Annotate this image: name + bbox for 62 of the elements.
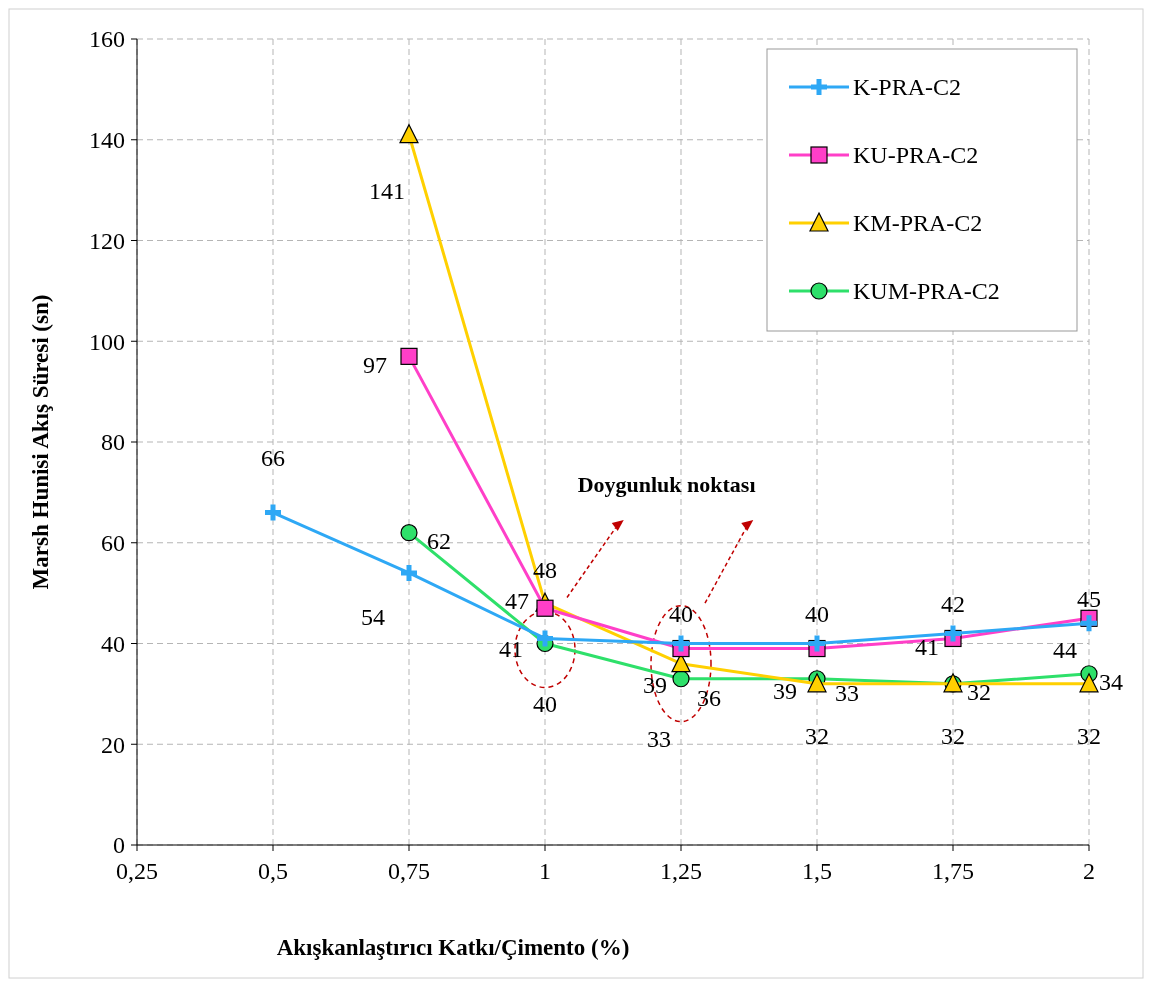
x-axis-title: Akışkanlaştırıcı Katkı/Çimento (%) (276, 935, 630, 960)
y-tick-label: 140 (89, 127, 125, 154)
point (942, 622, 964, 644)
x-tick-label: 1 (539, 858, 551, 884)
data-label: 44 (1053, 636, 1077, 663)
data-label: 54 (361, 604, 385, 631)
data-label: 36 (697, 685, 721, 712)
x-tick-label: 1,5 (802, 858, 832, 884)
data-label: 32 (1077, 723, 1101, 750)
point (807, 673, 827, 693)
point (1079, 673, 1099, 693)
legend-label: KU-PRA-C2 (853, 142, 979, 169)
data-label: 33 (835, 680, 859, 707)
data-label: 32 (941, 723, 965, 750)
y-axis-title: Marsh Hunisi Akış Süresi (sn) (28, 294, 53, 590)
data-label: 40 (805, 600, 829, 627)
point (670, 633, 692, 654)
data-label: 39 (643, 671, 667, 698)
data-label: 39 (773, 677, 797, 704)
legend-label: K-PRA-C2 (853, 74, 962, 101)
data-label: 32 (805, 723, 829, 750)
data-label: 41 (915, 633, 939, 660)
y-tick-label: 80 (101, 429, 125, 456)
annotation: Doygunluk noktası (577, 472, 756, 498)
legend-label: KUM-PRA-C2 (853, 278, 1000, 305)
point (400, 524, 418, 542)
data-label: 47 (505, 587, 529, 614)
y-tick-label: 160 (89, 26, 125, 53)
data-label: 42 (941, 590, 965, 617)
x-tick-label: 0,25 (116, 858, 158, 884)
x-tick-label: 1,25 (660, 858, 702, 884)
point (398, 562, 420, 584)
point (806, 633, 828, 654)
x-tick-label: 0,5 (258, 858, 288, 884)
data-label: 62 (427, 528, 451, 555)
point (262, 502, 284, 524)
data-label: 40 (533, 690, 557, 717)
y-tick-label: 120 (89, 227, 125, 254)
x-tick-label: 2 (1083, 858, 1095, 884)
point (399, 124, 419, 144)
x-tick-label: 1,75 (932, 858, 974, 884)
point (536, 599, 554, 617)
legend-label: KM-PRA-C2 (853, 210, 983, 237)
data-label: 33 (647, 726, 671, 753)
point (534, 627, 556, 649)
data-label: 32 (967, 679, 991, 706)
data-label: 45 (1077, 585, 1101, 612)
y-tick-label: 20 (101, 731, 125, 758)
data-label: 40 (669, 600, 693, 627)
data-label: 34 (1099, 669, 1123, 696)
data-label: 41 (499, 635, 523, 662)
y-tick-label: 40 (101, 630, 125, 657)
data-label: 97 (363, 351, 387, 378)
y-tick-label: 100 (89, 328, 125, 355)
point (400, 347, 418, 365)
point (672, 670, 690, 688)
data-label: 66 (261, 444, 285, 471)
y-tick-label: 0 (113, 832, 125, 859)
point (1078, 612, 1100, 634)
y-tick-label: 60 (101, 530, 125, 557)
data-label: 141 (369, 178, 405, 205)
x-tick-label: 0,75 (388, 858, 430, 884)
